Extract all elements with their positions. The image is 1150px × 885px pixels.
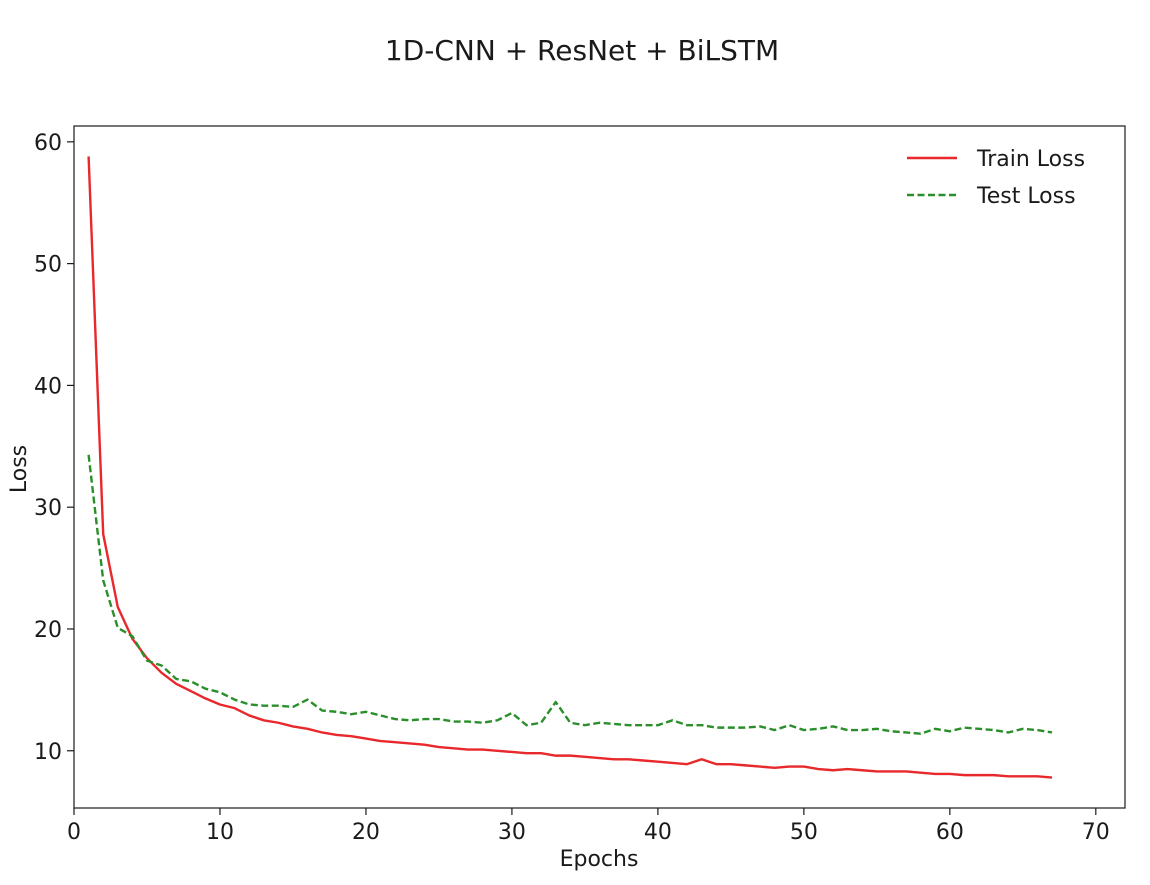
- x-tick-label: 60: [936, 820, 964, 845]
- plot-frame: [73, 125, 1126, 809]
- series-line-train-loss: [87, 156, 1053, 779]
- x-axis-ticks: 0 10 20 30 40 50 60 70: [67, 808, 1110, 845]
- y-axis-label: Loss: [7, 445, 32, 493]
- x-axis-label: Epochs: [560, 847, 639, 872]
- x-tick-label: 10: [206, 820, 234, 845]
- x-tick-label: 70: [1082, 820, 1110, 845]
- y-tick-label: 60: [34, 131, 62, 156]
- x-tick-label: 20: [352, 820, 380, 845]
- y-tick-label: 20: [34, 618, 62, 643]
- y-tick-label: 10: [34, 740, 62, 765]
- x-tick-label: 0: [67, 820, 81, 845]
- x-tick-label: 50: [790, 820, 818, 845]
- legend: Train Loss Test Loss: [907, 147, 1085, 209]
- y-axis-ticks: 10 20 30 40 50 60: [34, 131, 74, 765]
- plot-area: 0 10 20 30 40 50 60 70 10 20 30 40 50 60: [34, 125, 1126, 845]
- series-layer: [87, 156, 1053, 779]
- y-tick-label: 50: [34, 253, 62, 278]
- y-tick-label: 30: [34, 496, 62, 521]
- chart-title: 1D-CNN + ResNet + BiLSTM: [385, 34, 779, 67]
- legend-label-test-loss: Test Loss: [976, 184, 1076, 209]
- y-tick-label: 40: [34, 374, 62, 399]
- series-line-test-loss: [87, 454, 1053, 735]
- x-tick-label: 30: [498, 820, 526, 845]
- x-tick-label: 40: [644, 820, 672, 845]
- legend-label-train-loss: Train Loss: [976, 147, 1085, 172]
